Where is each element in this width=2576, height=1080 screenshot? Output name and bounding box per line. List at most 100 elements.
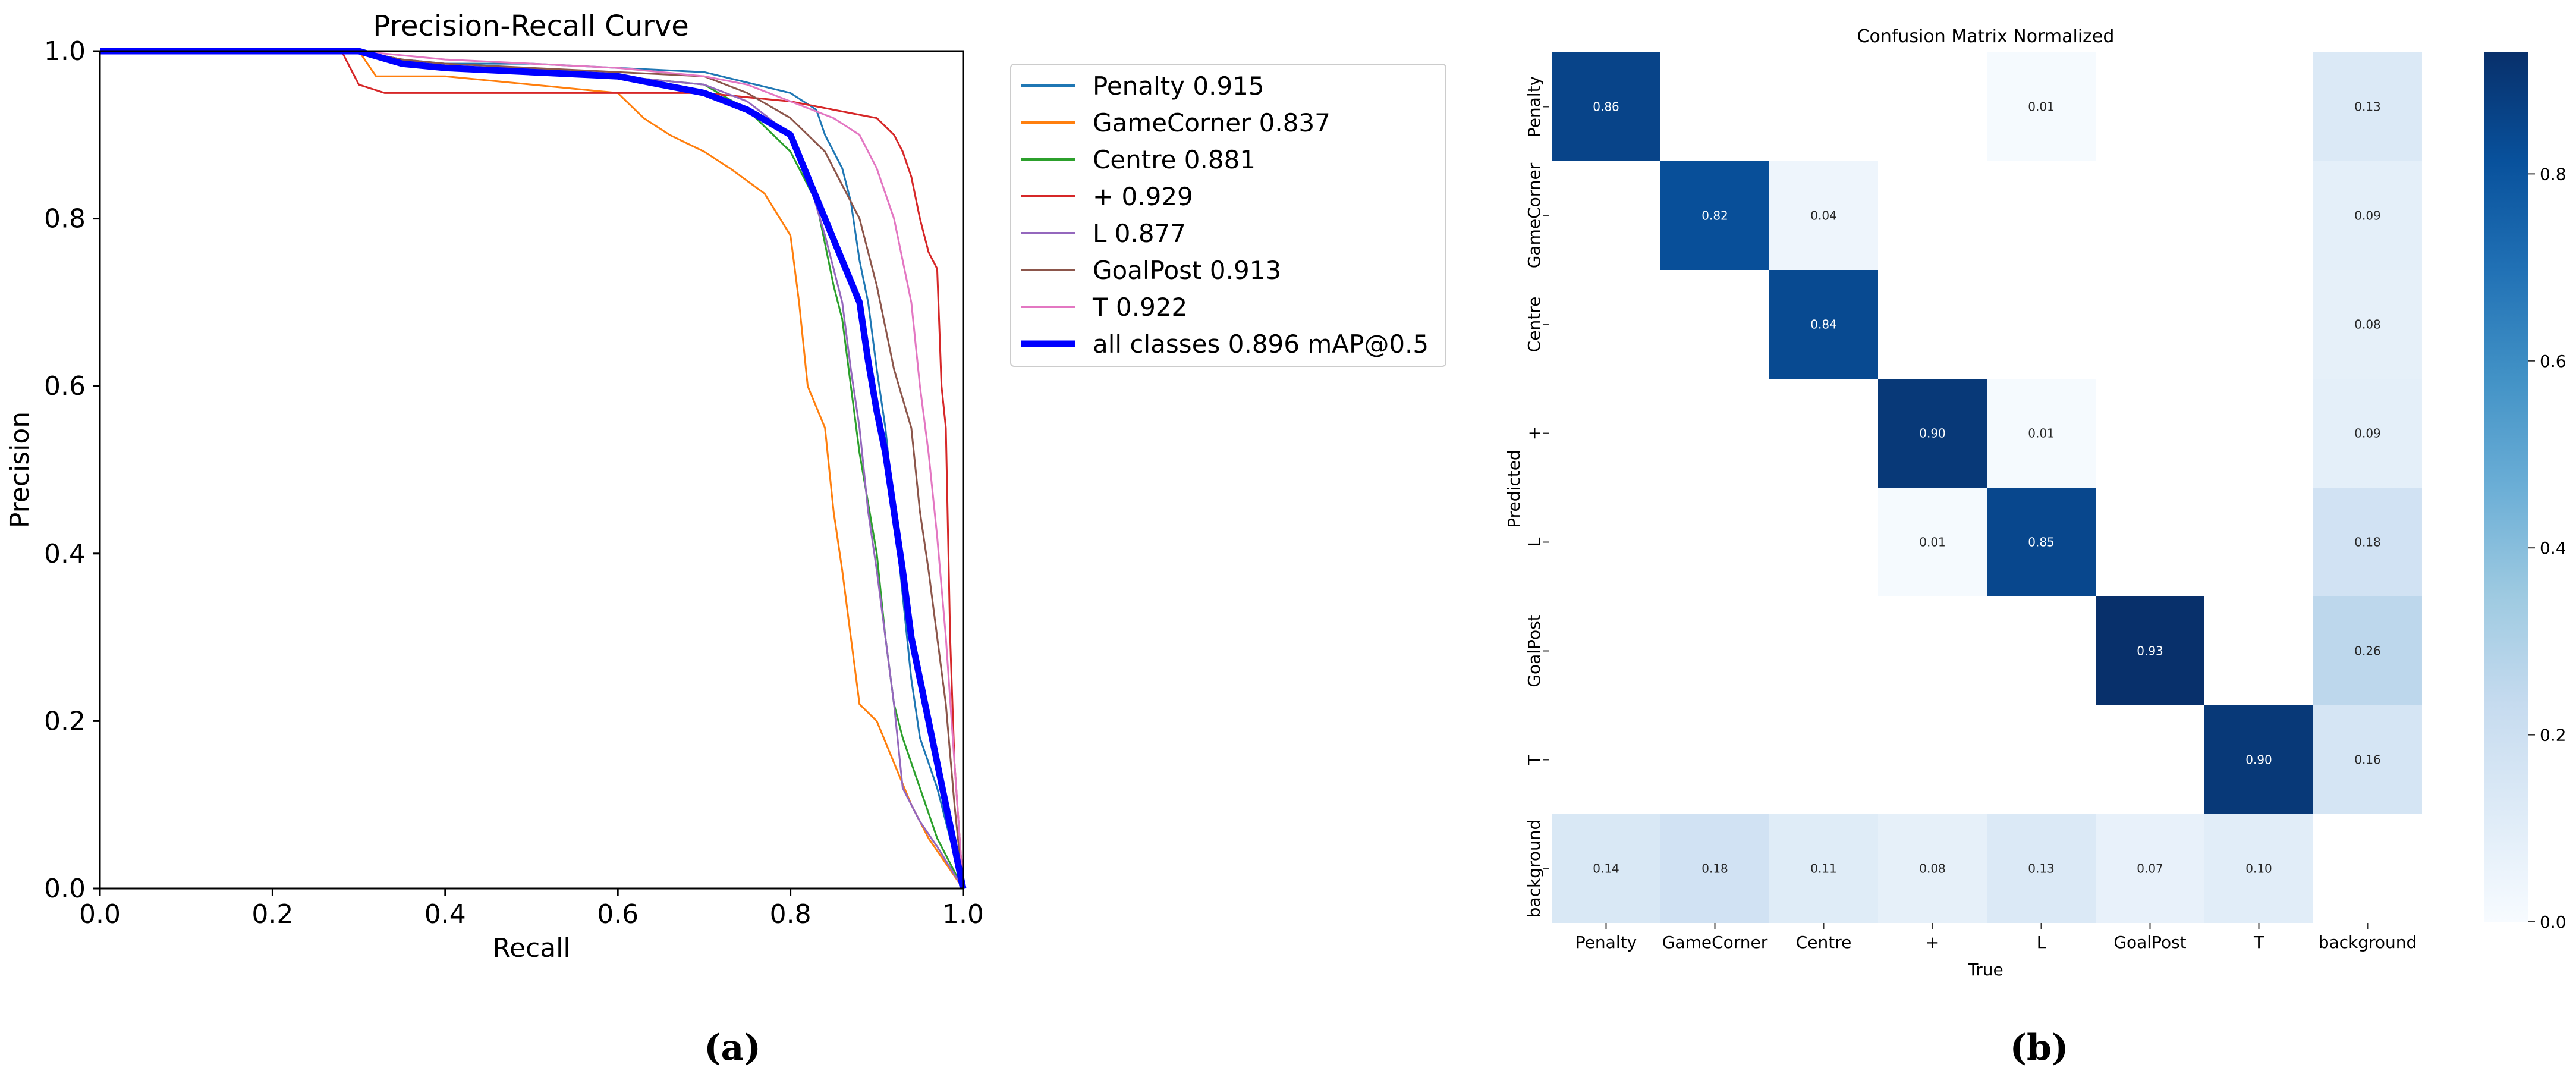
pr-y-tick-label: 0.8 <box>44 204 86 234</box>
pr-x-tick-label: 0.8 <box>770 899 812 930</box>
pr-y-tick-label: 0.6 <box>44 371 86 401</box>
pr-series-lines <box>100 48 967 890</box>
cm-colorbar-ticks: 0.0 0.2 0.4 0.6 0.8 <box>2528 164 2566 932</box>
cm-y-tick-label: background <box>1524 820 1544 918</box>
cm-cell-value: 0.90 <box>2245 753 2272 767</box>
pr-legend: Penalty 0.915 GameCorner 0.837 Centre 0.88… <box>1010 64 1446 367</box>
cm-cell <box>2313 52 2422 161</box>
cm-cell <box>1878 488 1987 596</box>
pr-x-tick-label: 0.0 <box>79 899 121 930</box>
cm-x-tick-label: L <box>2037 933 2046 952</box>
pr-series-line-0 <box>100 50 964 889</box>
cm-y-tick-label: L <box>1524 537 1544 547</box>
cm-cell-value: 0.08 <box>2354 318 2381 332</box>
pr-legend-entry: all classes 0.896 mAP@0.5 <box>1093 329 1429 359</box>
pr-x-tick-label: 0.6 <box>597 899 639 930</box>
pr-legend-entry: Centre 0.881 <box>1093 145 1256 174</box>
cm-x-tick-label: background <box>2319 933 2417 952</box>
cm-y-tick-label: Penalty <box>1524 76 1544 137</box>
cm-cell-value: 0.93 <box>2137 644 2163 658</box>
cm-cell <box>1987 488 2096 596</box>
pr-x-tick-label: 0.4 <box>424 899 466 930</box>
pr-series-line-2 <box>100 50 964 889</box>
cm-colorbar-tick-label: 0.2 <box>2540 726 2566 745</box>
cm-cell-value: 0.01 <box>2028 426 2055 441</box>
cm-cell <box>1660 161 1769 270</box>
cm-cell-value: 0.01 <box>2028 100 2055 114</box>
cm-x-tick-label: Centre <box>1796 933 1852 952</box>
cm-y-tick-label: T <box>1524 754 1544 765</box>
pr-series-line-5 <box>100 50 964 889</box>
pr-x-tick-label: 0.2 <box>251 899 293 930</box>
pr-x-tick-label: 1.0 <box>942 899 984 930</box>
cm-cell <box>1769 161 1878 270</box>
cm-cell <box>1878 814 1987 923</box>
cm-x-axis-label: True <box>1967 960 2003 979</box>
cm-y-tick-label: GameCorner <box>1524 162 1544 268</box>
cm-cell <box>2313 596 2422 705</box>
cm-cell-value: 0.84 <box>1810 318 1837 332</box>
cm-x-tick-label: GameCorner <box>1662 933 1768 952</box>
cm-cell <box>1552 52 1660 161</box>
cm-cell <box>1660 814 1769 923</box>
cm-cell-value: 0.01 <box>1919 535 1946 550</box>
cm-cell <box>2096 814 2204 923</box>
pr-legend-entry: Penalty 0.915 <box>1093 71 1265 101</box>
pr-series-line-4 <box>100 50 964 889</box>
pr-legend-entry: GameCorner 0.837 <box>1093 108 1331 137</box>
cm-cell-value: 0.13 <box>2028 862 2055 876</box>
cm-y-tick-label: + <box>1524 426 1544 440</box>
cm-cell-value: 0.14 <box>1593 862 1619 876</box>
cm-y-tick-labels: Penalty GameCorner Centre + L GoalPost Tbackgr… <box>1524 76 1549 918</box>
cm-cell <box>2204 705 2313 814</box>
cm-cell <box>1878 379 1987 488</box>
cm-cell-value: 0.11 <box>1810 862 1837 876</box>
pr-y-ticks: 0.0 0.2 0.4 0.6 0.8 1.0 <box>44 36 100 904</box>
cm-cell <box>2313 379 2422 488</box>
cm-cell-value: 0.09 <box>2354 426 2381 441</box>
cm-cell-value: 0.13 <box>2354 100 2381 114</box>
cm-cell <box>2313 270 2422 379</box>
pr-y-axis-label: Precision <box>5 412 35 528</box>
pr-legend-frame <box>1010 64 1446 367</box>
cm-cell-value: 0.16 <box>2354 753 2381 767</box>
pr-y-tick-label: 0.2 <box>44 706 86 736</box>
cm-x-tick-label: GoalPost <box>2113 933 2186 952</box>
cm-y-axis-label: Predicted <box>1504 450 1524 528</box>
cm-x-tick-label: + <box>1926 933 1939 952</box>
pr-legend-entry: + 0.929 <box>1093 182 1193 211</box>
cm-cell <box>1987 814 2096 923</box>
cm-cell-value: 0.82 <box>1701 209 1728 223</box>
cm-cell-value: 0.04 <box>1810 209 1837 223</box>
pr-y-tick-label: 1.0 <box>44 36 86 67</box>
cm-y-tick-label: GoalPost <box>1524 614 1544 687</box>
cm-cell <box>1769 814 1878 923</box>
panel-label-b: (b) <box>2010 1027 2069 1069</box>
cm-cell-value: 0.09 <box>2354 209 2381 223</box>
cm-cell <box>2096 596 2204 705</box>
cm-colorbar-tick-label: 0.4 <box>2540 538 2566 558</box>
pr-y-tick-label: 0.4 <box>44 539 86 569</box>
pr-series-line-1 <box>100 50 964 889</box>
pr-x-ticks: 0.0 0.2 0.4 0.6 0.8 1.0 <box>79 889 984 930</box>
cm-colorbar-tick-label: 0.8 <box>2540 164 2566 184</box>
panel-label-a: (a) <box>704 1027 761 1069</box>
cm-cell <box>2313 161 2422 270</box>
cm-cell <box>2204 814 2313 923</box>
cm-cell-value: 0.18 <box>2354 535 2381 550</box>
cm-y-tick-label: Centre <box>1524 297 1544 353</box>
cm-cell <box>1769 270 1878 379</box>
pr-series-line-6 <box>100 50 964 889</box>
cm-x-tick-label: T <box>2253 933 2264 952</box>
cm-cell-value: 0.10 <box>2245 862 2272 876</box>
pr-curve-panel: Precision-Recall Curve 0.0 0.2 0.4 0.6 0.8 1.… <box>5 10 1446 963</box>
cm-cell-value: 0.85 <box>2028 535 2055 550</box>
pr-series-line-7 <box>100 48 967 890</box>
pr-legend-entry: T 0.922 <box>1092 293 1187 322</box>
pr-legend-entry: GoalPost 0.913 <box>1093 256 1281 285</box>
cm-cell-value: 0.90 <box>1919 426 1946 441</box>
pr-y-tick-label: 0.0 <box>44 874 86 904</box>
pr-x-axis-label: Recall <box>492 933 570 963</box>
pr-chart-title: Precision-Recall Curve <box>373 10 689 43</box>
